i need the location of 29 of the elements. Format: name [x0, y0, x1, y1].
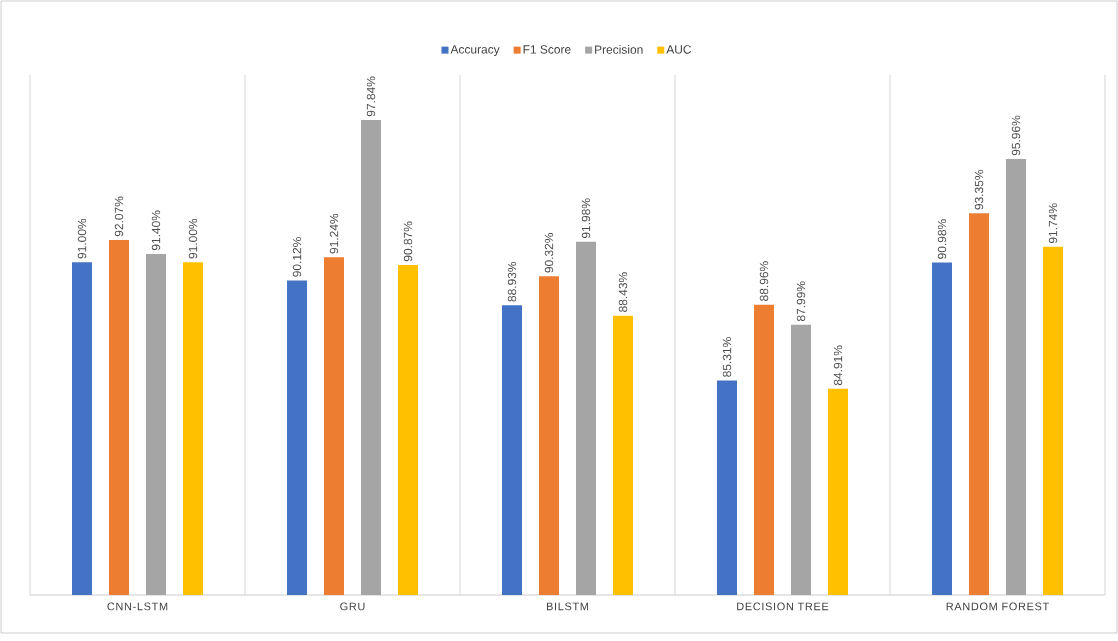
data-label: 84.91% [833, 345, 843, 386]
data-label: 91.98% [581, 198, 591, 239]
x-tick-label: GRU [340, 602, 365, 611]
legend-label: Accuracy [450, 45, 500, 56]
data-label: 88.43% [618, 272, 628, 312]
data-label: 90.32% [544, 233, 554, 273]
data-label: 93.35% [974, 170, 984, 210]
x-tick-label: DECISION TREE [737, 602, 829, 611]
x-tick-label: CNN-LSTM [107, 602, 168, 611]
data-label: 87.99% [796, 281, 806, 322]
data-label: 97.84% [366, 76, 376, 117]
data-label: 91.00% [188, 218, 198, 259]
x-tick-label: BILSTM [546, 602, 589, 611]
data-label: 90.12% [292, 237, 302, 277]
legend-label: F1 Score [523, 45, 571, 54]
data-label: 95.96% [1011, 115, 1021, 156]
legend-label: Precision [595, 45, 643, 54]
data-label: 91.00% [77, 218, 87, 259]
legend-label: AUC [666, 45, 692, 54]
data-label: 88.96% [759, 261, 769, 301]
data-label: 85.31% [722, 337, 732, 377]
data-label: 88.93% [507, 261, 517, 302]
data-label: 91.74% [1048, 203, 1058, 244]
data-label: 91.24% [329, 213, 339, 254]
data-label: 90.98% [937, 219, 947, 259]
x-tick-label: RANDOM FOREST [946, 602, 1049, 611]
data-label: 90.87% [403, 221, 413, 262]
data-label: 92.07% [114, 196, 124, 237]
data-label: 91.40% [151, 210, 161, 251]
